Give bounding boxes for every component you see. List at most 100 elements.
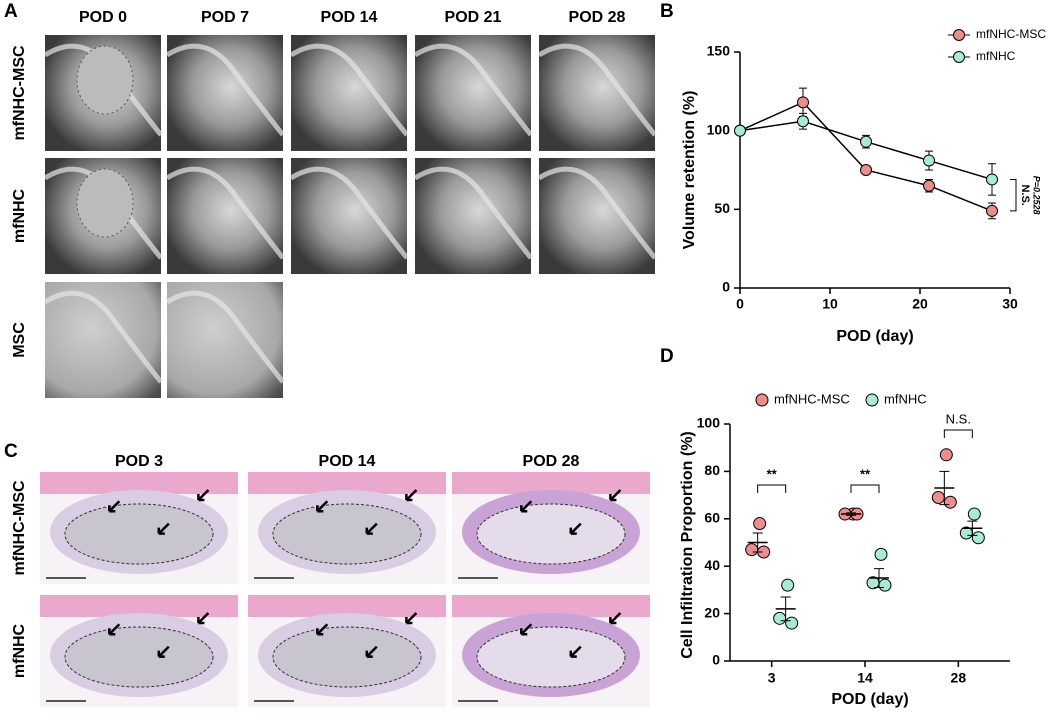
data-point xyxy=(797,96,809,109)
annotation: ** xyxy=(767,466,778,481)
mri-implant xyxy=(76,45,134,115)
mri-tissue xyxy=(165,166,285,260)
panel-label: C xyxy=(4,441,18,462)
column-header: POD 0 xyxy=(79,9,127,26)
column-header: POD 14 xyxy=(319,453,376,470)
error-bar xyxy=(967,520,978,536)
implant-outline xyxy=(272,626,422,688)
muscle-layer xyxy=(452,472,650,494)
legend-marker xyxy=(953,29,965,41)
arrow xyxy=(405,612,418,625)
muscle-layer xyxy=(40,595,238,617)
mri-tissue xyxy=(43,290,163,384)
arrow xyxy=(157,522,170,535)
muscle-layer xyxy=(248,472,446,494)
error-bar xyxy=(752,532,763,553)
column-header: POD 28 xyxy=(523,453,580,470)
arrow xyxy=(569,645,582,658)
x-tick-label: 10 xyxy=(822,296,838,312)
annotation: P=0.2528 xyxy=(1032,176,1042,215)
data-point xyxy=(860,135,872,148)
y-tick-label: 50 xyxy=(714,200,730,216)
arrow xyxy=(609,612,622,625)
y-tick-label: 0 xyxy=(712,652,720,668)
muscle-layer xyxy=(248,595,446,617)
mri-image xyxy=(539,35,655,151)
data-point xyxy=(943,495,957,509)
y-tick-label: 60 xyxy=(704,510,720,526)
data-point xyxy=(874,547,888,561)
arrow xyxy=(569,522,582,535)
legend-marker xyxy=(953,51,965,63)
x-axis-label: POD (day) xyxy=(836,328,913,345)
column-header: POD 21 xyxy=(445,9,502,26)
row-label: mfNHC-MSC xyxy=(11,45,28,141)
data-point xyxy=(923,179,935,192)
muscle-layer xyxy=(40,472,238,494)
row-label: MSC xyxy=(11,322,28,358)
mri-tissue xyxy=(165,290,285,384)
y-tick-label: 40 xyxy=(704,557,720,573)
data-point xyxy=(797,115,809,128)
panel-label: A xyxy=(4,1,18,22)
y-tick-label: 20 xyxy=(704,604,720,620)
mri-tissue xyxy=(413,166,533,260)
y-tick-label: 100 xyxy=(697,415,721,431)
y-tick-label: 150 xyxy=(707,43,731,59)
data-point xyxy=(986,173,998,186)
arrow xyxy=(316,623,329,636)
data-point xyxy=(773,611,787,625)
mri-tissue xyxy=(165,43,285,137)
error-bar xyxy=(780,596,791,622)
arrow xyxy=(365,522,378,535)
arrow xyxy=(405,489,418,502)
data-point xyxy=(923,154,935,167)
arrow xyxy=(197,489,210,502)
y-axis-label: Volume retention (%) xyxy=(681,91,698,250)
mri-image xyxy=(415,35,531,151)
arrow xyxy=(520,623,533,636)
column-header: POD 14 xyxy=(321,9,378,26)
y-tick-label: 0 xyxy=(722,279,730,295)
arrow xyxy=(520,500,533,513)
x-tick-label: 30 xyxy=(1002,296,1018,312)
annotation: N.S. xyxy=(946,411,971,426)
error-bar xyxy=(874,568,884,589)
error-bar xyxy=(846,512,856,516)
series-line xyxy=(739,101,993,212)
data-point xyxy=(939,448,953,462)
data-point xyxy=(745,543,759,557)
significance-bracket xyxy=(943,429,973,438)
implant-outline xyxy=(64,626,214,688)
error-bar xyxy=(939,470,950,506)
mri-image xyxy=(291,158,407,274)
data-point xyxy=(931,490,945,504)
x-tick-label: 14 xyxy=(857,670,873,686)
legend-label: mfNHC-MSC xyxy=(976,27,1046,41)
data-point xyxy=(860,164,872,176)
muscle-layer xyxy=(452,595,650,617)
row-label: mfNHC-MSC xyxy=(11,480,28,576)
x-axis-label: POD (day) xyxy=(831,691,908,708)
data-point xyxy=(734,124,746,137)
arrow xyxy=(197,612,210,625)
y-axis-label: Cell Infiltration Proportion (%) xyxy=(679,431,696,659)
panel-label: D xyxy=(660,346,674,367)
mri-tissue xyxy=(537,166,657,260)
data-point xyxy=(986,204,998,217)
data-point xyxy=(785,616,799,630)
significance-bracket xyxy=(757,484,787,493)
column-header: POD 7 xyxy=(201,9,249,26)
legend-label: mfNHC-MSC xyxy=(774,391,850,406)
x-tick-label: 28 xyxy=(951,670,967,686)
significance-bracket xyxy=(850,484,880,493)
implant-outline xyxy=(64,503,214,565)
data-point xyxy=(753,517,767,531)
mri-image xyxy=(415,158,531,274)
panel-label: B xyxy=(660,1,674,22)
arrow xyxy=(108,500,121,513)
implant-outline xyxy=(476,626,626,688)
mri-image xyxy=(539,158,655,274)
legend-label: mfNHC xyxy=(976,49,1016,63)
legend-marker xyxy=(865,393,879,407)
